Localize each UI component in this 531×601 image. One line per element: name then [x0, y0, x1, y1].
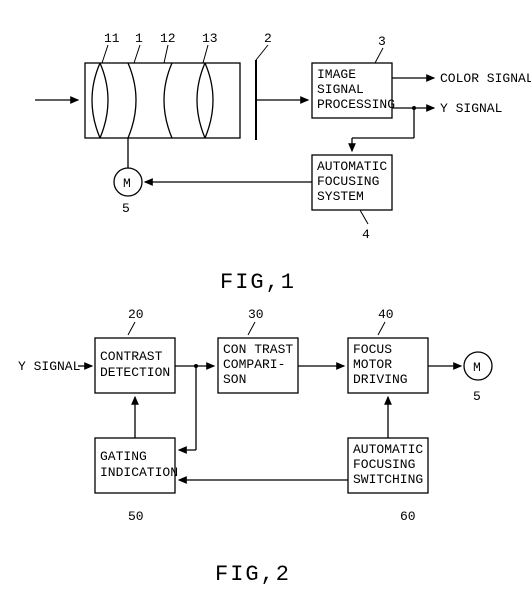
figure-2: 20 30 40 Y SIGNAL CONTRAST DETECTION CON…: [18, 307, 492, 524]
fmd-text-2: MOTOR: [353, 357, 392, 372]
afs-text-2: FOCUSING: [317, 174, 379, 189]
cc-text-3: SON: [223, 372, 246, 387]
label-5: 5: [122, 201, 130, 216]
gi-text-1: GATING: [100, 449, 147, 464]
lens-1: [128, 63, 136, 138]
fmd-text-1: FOCUS: [353, 342, 392, 357]
label-13: 13: [202, 31, 218, 46]
fig2-title: FIG,2: [215, 562, 291, 587]
label-3: 3: [378, 34, 386, 49]
label-2: 2: [264, 31, 272, 46]
label-60: 60: [400, 509, 416, 524]
lens-12: [164, 63, 172, 138]
label-30: 30: [248, 307, 264, 322]
isp-text-2: SIGNAL: [317, 82, 364, 97]
lens-11: [92, 63, 108, 138]
color-signal-label: COLOR SIGNAL: [440, 71, 531, 86]
y-signal-input-label: Y SIGNAL: [18, 359, 80, 374]
label-20: 20: [128, 307, 144, 322]
label-50: 50: [128, 509, 144, 524]
afsw-text-3: SWITCHING: [353, 472, 423, 487]
isp-text-3: PROCESSING: [317, 97, 395, 112]
y-node: [412, 106, 416, 110]
cc-text-1: CON TRAST: [223, 342, 293, 357]
afs-text-3: SYSTEM: [317, 189, 364, 204]
label-1: 1: [135, 31, 143, 46]
cd-text-1: CONTRAST: [100, 349, 163, 364]
motor-label: M: [123, 176, 131, 191]
fig1-title: FIG,1: [220, 270, 296, 295]
afsw-text-2: FOCUSING: [353, 457, 415, 472]
isp-text-1: IMAGE: [317, 67, 356, 82]
label-12: 12: [160, 31, 176, 46]
cc-text-2: COMPARI-: [223, 357, 285, 372]
label-40: 40: [378, 307, 394, 322]
label-4: 4: [362, 227, 370, 242]
afs-text-1: AUTOMATIC: [317, 159, 387, 174]
cd-text-2: DETECTION: [100, 365, 170, 380]
fmd-text-3: DRIVING: [353, 372, 408, 387]
afsw-text-1: AUTOMATIC: [353, 442, 423, 457]
label-11: 11: [104, 31, 120, 46]
figure-1: 11 1 12 13 2 3 IMAGE SIGNAL PROCESSING C…: [35, 31, 531, 242]
fig2-motor-label: M: [473, 360, 481, 375]
y-signal-label: Y SIGNAL: [440, 101, 502, 116]
lens-13: [197, 63, 213, 138]
fig2-label-5: 5: [473, 389, 481, 404]
gi-text-2: INDICATION: [100, 465, 178, 480]
